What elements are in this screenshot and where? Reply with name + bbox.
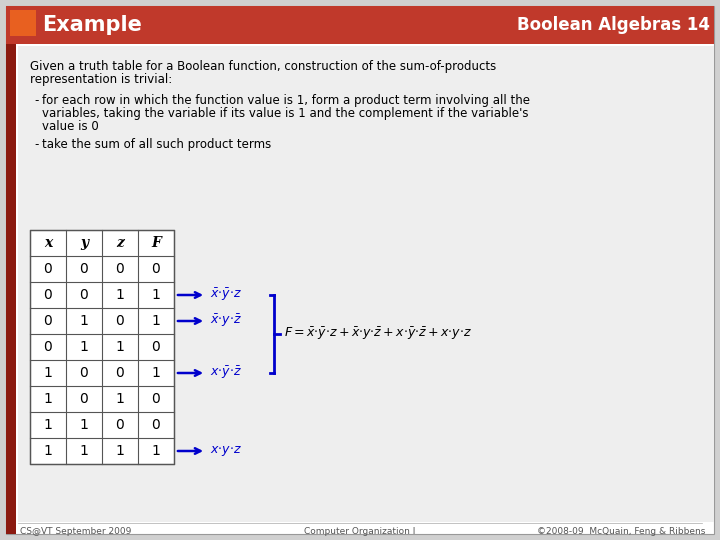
Text: ©2008-09  McQuain, Feng & Ribbens: ©2008-09 McQuain, Feng & Ribbens — [536, 528, 705, 537]
Text: 1: 1 — [80, 340, 89, 354]
Text: 1: 1 — [80, 418, 89, 432]
Bar — [10, 10, 36, 36]
Text: -: - — [34, 94, 38, 107]
Text: 1: 1 — [44, 366, 53, 380]
Text: 0: 0 — [152, 262, 161, 276]
Text: 1: 1 — [44, 418, 53, 432]
Text: Example: Example — [42, 15, 142, 35]
Text: Computer Organization I: Computer Organization I — [305, 528, 415, 537]
Text: x: x — [44, 236, 52, 250]
Text: F: F — [151, 236, 161, 250]
Text: 1: 1 — [152, 288, 161, 302]
Text: 0: 0 — [44, 262, 53, 276]
Text: take the sum of all such product terms: take the sum of all such product terms — [42, 138, 271, 151]
Text: y: y — [80, 236, 88, 250]
Text: z: z — [116, 236, 124, 250]
Text: CS@VT September 2009: CS@VT September 2009 — [20, 528, 131, 537]
Text: 1: 1 — [80, 444, 89, 458]
Text: 0: 0 — [80, 392, 89, 406]
Text: 1: 1 — [44, 392, 53, 406]
Text: 1: 1 — [116, 392, 125, 406]
Text: Boolean Algebras 14: Boolean Algebras 14 — [517, 16, 710, 34]
Bar — [6, 44, 16, 534]
Text: 0: 0 — [152, 418, 161, 432]
Text: 1: 1 — [152, 366, 161, 380]
Text: variables, taking the variable if its value is 1 and the complement if the varia: variables, taking the variable if its va… — [42, 107, 528, 120]
Text: representation is trivial:: representation is trivial: — [30, 73, 172, 86]
Text: 0: 0 — [152, 392, 161, 406]
Text: 1: 1 — [116, 288, 125, 302]
Text: $\bar{x}{\cdot}y{\cdot}\bar{z}$: $\bar{x}{\cdot}y{\cdot}\bar{z}$ — [210, 313, 242, 329]
Text: Given a truth table for a Boolean function, construction of the sum-of-products: Given a truth table for a Boolean functi… — [30, 60, 496, 73]
Text: $x{\cdot}y{\cdot}z$: $x{\cdot}y{\cdot}z$ — [210, 444, 242, 458]
Text: -: - — [34, 138, 38, 151]
Text: 0: 0 — [116, 314, 125, 328]
Text: 0: 0 — [116, 366, 125, 380]
Text: $F=\bar{x}{\cdot}\bar{y}{\cdot}z+\bar{x}{\cdot}y{\cdot}\bar{z}+x{\cdot}\bar{y}{\: $F=\bar{x}{\cdot}\bar{y}{\cdot}z+\bar{x}… — [284, 326, 472, 342]
Text: value is 0: value is 0 — [42, 120, 99, 133]
Text: 1: 1 — [44, 444, 53, 458]
Text: 0: 0 — [80, 262, 89, 276]
Text: 0: 0 — [116, 418, 125, 432]
Bar — [18, 46, 714, 522]
Bar — [30, 230, 174, 464]
Bar — [6, 6, 714, 44]
Text: for each row in which the function value is 1, form a product term involving all: for each row in which the function value… — [42, 94, 530, 107]
Text: 1: 1 — [152, 314, 161, 328]
Text: $\bar{x}{\cdot}\bar{y}{\cdot}z$: $\bar{x}{\cdot}\bar{y}{\cdot}z$ — [210, 287, 242, 303]
Text: $x{\cdot}\bar{y}{\cdot}\bar{z}$: $x{\cdot}\bar{y}{\cdot}\bar{z}$ — [210, 364, 242, 381]
Text: 1: 1 — [116, 444, 125, 458]
Text: 1: 1 — [80, 314, 89, 328]
Text: 1: 1 — [116, 340, 125, 354]
Text: 0: 0 — [44, 340, 53, 354]
Text: 0: 0 — [116, 262, 125, 276]
Text: 0: 0 — [44, 288, 53, 302]
Text: 0: 0 — [80, 366, 89, 380]
Text: 0: 0 — [80, 288, 89, 302]
Text: 1: 1 — [152, 444, 161, 458]
Text: 0: 0 — [44, 314, 53, 328]
Text: 0: 0 — [152, 340, 161, 354]
